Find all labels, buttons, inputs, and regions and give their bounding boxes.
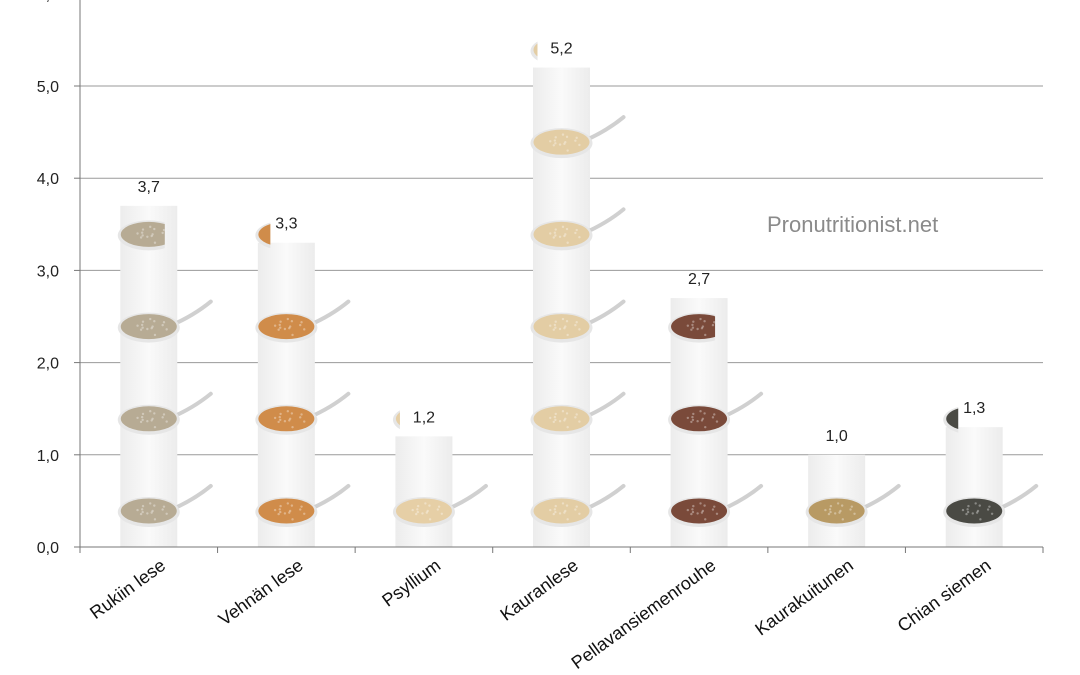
y-tick-label: 4,0 [37, 171, 59, 188]
bar-background [257, 242, 315, 548]
x-category-label: Kaurakuitunen [751, 555, 857, 639]
y-tick-label: 2,0 [37, 356, 59, 373]
spoon-icon [117, 299, 213, 343]
bar-value-label: 2,7 [688, 271, 710, 288]
x-category-label: Pellavansiemenrouhe [568, 555, 720, 673]
spoon-icon [668, 391, 764, 435]
spoon-icon [530, 41, 538, 61]
watermark-text: Pronutritionist.net [767, 212, 938, 237]
spoon-icon [392, 483, 488, 527]
y-tick-label: 3,0 [37, 263, 59, 280]
y-tick-label: 0,0 [37, 540, 59, 557]
bar [530, 41, 626, 547]
bar-value-label: 3,7 [138, 179, 160, 196]
spoon-icon [255, 483, 351, 527]
x-category-label: Chian siemen [894, 555, 995, 636]
spoon-icon [530, 483, 626, 527]
spoon-icon [255, 391, 351, 435]
bar-background [945, 427, 1003, 547]
bar-value-label: 1,3 [963, 400, 985, 417]
x-category-label: Kauranlese [496, 555, 581, 625]
bar-background [120, 205, 178, 548]
spoon-icon [392, 410, 400, 430]
y-tick-label: 6,0 [37, 0, 59, 4]
bar [255, 222, 351, 548]
bar-value-label: 5,2 [550, 41, 572, 58]
bar [943, 406, 1039, 547]
spoon-icon [530, 115, 626, 159]
spoon-icon [255, 222, 271, 249]
bar [805, 454, 901, 547]
spoon-icon [943, 406, 959, 433]
spoon-icon [255, 299, 351, 343]
bar-value-label: 1,0 [826, 428, 848, 445]
spoon-icon [117, 220, 165, 251]
bar-background [395, 436, 453, 547]
spoon-icon [117, 391, 213, 435]
bar-value-label: 3,3 [275, 216, 297, 233]
spoon-icon [668, 312, 716, 343]
bars [117, 41, 1039, 548]
axes [74, 0, 1044, 553]
spoon-icon [530, 207, 626, 251]
bar [117, 205, 213, 548]
bar-value-label: 1,2 [413, 409, 435, 426]
x-category-label: Vehnän lese [215, 555, 307, 629]
labels: 0,0 1,0 2,0 3,0 4,0 5,0 6,0 3,7 Rukiin lese 3,3 Ve… [37, 0, 995, 673]
x-category-label: Psyllium [378, 555, 444, 611]
spoon-icon [530, 299, 626, 343]
spoon-icon [805, 483, 901, 527]
spoon-icon [668, 483, 764, 527]
y-tick-label: 5,0 [37, 79, 59, 96]
bar [668, 298, 764, 547]
spoon-icon [943, 483, 1039, 527]
x-category-label: Rukiin lese [86, 555, 169, 623]
spoon-icon [117, 483, 213, 527]
y-tick-label: 1,0 [37, 448, 59, 465]
spoon-icon [530, 391, 626, 435]
bar [392, 410, 488, 547]
